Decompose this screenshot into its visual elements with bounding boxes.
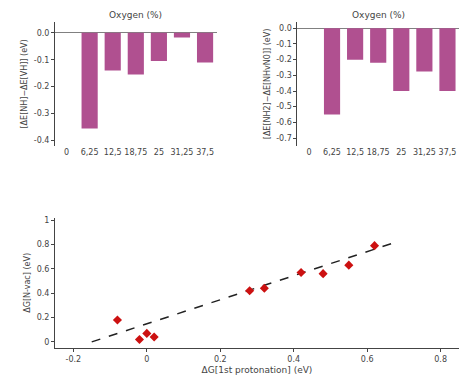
svg-text:18,75: 18,75 [124,148,147,157]
svg-text:12,5: 12,5 [346,148,364,157]
svg-text:0.8: 0.8 [434,355,447,364]
svg-text:Oxygen (%): Oxygen (%) [352,10,405,20]
svg-text:0.6: 0.6 [37,265,50,274]
svg-text:37,5: 37,5 [439,148,457,157]
svg-text:12,5: 12,5 [104,148,122,157]
svg-text:0: 0 [306,148,311,157]
svg-text:-0.2: -0.2 [34,82,50,91]
svg-text:-0.1: -0.1 [34,56,50,65]
svg-text:ΔG[N-vac] (eV): ΔG[N-vac] (eV) [23,253,32,313]
svg-text:0: 0 [144,355,149,364]
svg-text:-0.4: -0.4 [34,136,50,145]
svg-text:Oxygen (%): Oxygen (%) [109,10,162,20]
svg-text:-0.4: -0.4 [276,87,292,96]
svg-text:0.0: 0.0 [37,29,50,38]
svg-text:-0.2: -0.2 [276,55,292,64]
svg-text:ΔG[1st protonation] (eV): ΔG[1st protonation] (eV) [202,365,313,375]
svg-text:-0.7: -0.7 [276,134,292,143]
svg-text:[ΔE[NH]−ΔE[VH]] (eV): [ΔE[NH]−ΔE[VH]] (eV) [20,39,29,128]
svg-text:-0.3: -0.3 [34,109,50,118]
svg-text:18,75: 18,75 [367,148,390,157]
svg-text:0.6: 0.6 [361,355,374,364]
svg-text:0.2: 0.2 [37,313,50,322]
svg-text:31,25: 31,25 [171,148,194,157]
svg-text:0: 0 [64,148,69,157]
svg-text:0.8: 0.8 [37,240,50,249]
svg-text:1: 1 [44,216,49,225]
svg-text:-0.2: -0.2 [66,355,82,364]
svg-text:-0.5: -0.5 [276,102,292,111]
svg-text:25: 25 [396,148,406,157]
svg-text:25: 25 [154,148,164,157]
svg-text:0.0: 0.0 [279,24,292,33]
svg-text:0.4: 0.4 [37,289,50,298]
svg-text:0.4: 0.4 [287,355,300,364]
svg-text:6,25: 6,25 [323,148,341,157]
svg-text:37,5: 37,5 [196,148,214,157]
svg-text:0: 0 [44,338,49,347]
svg-text:6,25: 6,25 [81,148,99,157]
svg-text:[ΔE[NH2]−ΔE[NHvN0]] (eV): [ΔE[NH2]−ΔE[NHvN0]] (eV) [263,29,272,140]
svg-text:-0.3: -0.3 [276,71,292,80]
svg-text:31,25: 31,25 [413,148,436,157]
svg-text:-0.6: -0.6 [276,118,292,127]
svg-text:0.2: 0.2 [214,355,227,364]
svg-text:-0.1: -0.1 [276,40,292,49]
